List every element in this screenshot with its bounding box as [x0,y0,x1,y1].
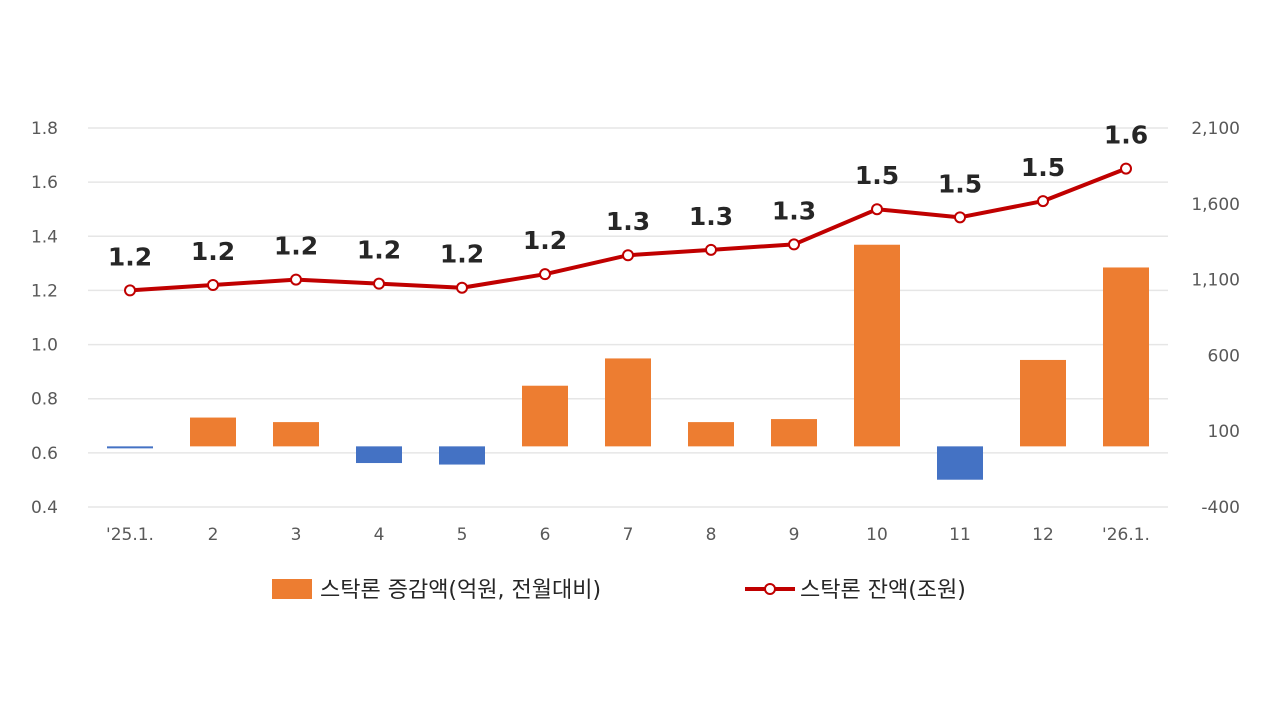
data-label: 1.6 [1104,121,1148,150]
bar [522,385,568,447]
legend-bar-swatch [272,579,312,599]
x-axis-tick-label: 3 [291,525,302,545]
left-axis-tick-label: 1.6 [31,173,58,193]
left-axis-tick-label: 1.4 [31,227,58,247]
x-axis-tick-label: 5 [457,525,468,545]
data-label: 1.2 [357,236,401,265]
right-axis-tick-label: 1,100 [1191,271,1240,291]
legend-line-marker [764,583,776,595]
x-axis-tick-label: 2 [208,525,219,545]
right-axis-tick-label: -400 [1201,498,1240,518]
left-axis-tick-label: 1.0 [31,336,58,356]
line-point [1037,195,1049,208]
line-point [373,277,385,290]
x-axis-tick-label: 9 [789,525,800,545]
legend-line-label: 스탁론 잔액(조원) [800,578,966,603]
data-label: 1.5 [938,169,982,198]
x-axis-tick-label: 11 [949,525,971,545]
right-axis-ticks: -400 100 600 1,100 1,600 2,100 [1191,119,1240,518]
data-label: 1.3 [772,196,816,225]
left-axis-tick-label: 0.8 [31,390,58,410]
bar [190,417,236,447]
data-label: 1.5 [1021,153,1065,182]
data-label: 1.2 [191,237,235,266]
line-point [788,238,800,251]
bar [771,419,817,447]
bar [439,446,485,465]
bar [273,422,319,447]
line-point [207,279,219,292]
data-label: 1.2 [108,242,152,271]
x-axis-tick-label: '25.1. [106,525,154,545]
x-axis-tick-label: 6 [540,525,551,545]
x-axis-tick-label: 8 [706,525,717,545]
bar [688,422,734,447]
line-point [1120,162,1132,175]
line-point [539,268,551,281]
bar [854,244,900,447]
line-point [124,284,136,297]
x-axis-tick-label: 10 [866,525,888,545]
bar [356,446,402,464]
right-axis-tick-label: 600 [1208,346,1240,366]
line-point [871,203,883,216]
data-label: 1.2 [440,240,484,269]
bar [1020,359,1066,447]
bar [605,358,651,447]
left-axis-tick-label: 0.6 [31,444,58,464]
data-label: 1.5 [855,161,899,190]
data-label: 1.2 [274,232,318,261]
x-axis-tick-label: 7 [623,525,634,545]
data-label: 1.3 [606,207,650,236]
right-axis-tick-label: 100 [1208,422,1240,442]
line-point [456,281,468,294]
line-point [705,243,717,256]
line-point [954,211,966,224]
gridlines [88,127,1168,508]
x-axis-tick-label: 12 [1032,525,1054,545]
data-label: 1.2 [523,226,567,255]
left-axis-ticks: 0.4 0.6 0.8 1.0 1.2 1.4 1.6 1.8 [31,119,58,518]
line-point [290,273,302,286]
bar [937,446,983,480]
data-label: 1.3 [689,202,733,231]
line-point [622,249,634,262]
x-axis-ticks: '25.1. 2 3 4 5 6 7 8 9 10 11 12 '26.1. [106,525,1150,545]
legend-bar-label: 스탁론 증감액(억원, 전월대비) [320,578,601,603]
bar-series [107,244,1149,480]
line-series: 1.2 1.2 1.2 1.2 1.2 1.2 1.3 1.3 1.3 1.5 1.5 1.5 1.6 [108,121,1148,297]
bar [107,446,153,449]
bar [1103,267,1149,447]
legend: 스탁론 증감액(억원, 전월대비) 스탁론 잔액(조원) [272,578,966,603]
x-axis-tick-label: 4 [374,525,385,545]
right-axis-tick-label: 1,600 [1191,195,1240,215]
right-axis-tick-label: 2,100 [1191,119,1240,139]
left-axis-tick-label: 1.8 [31,119,58,139]
x-axis-tick-label: '26.1. [1102,525,1150,545]
left-axis-tick-label: 1.2 [31,281,58,301]
left-axis-tick-label: 0.4 [31,498,58,518]
